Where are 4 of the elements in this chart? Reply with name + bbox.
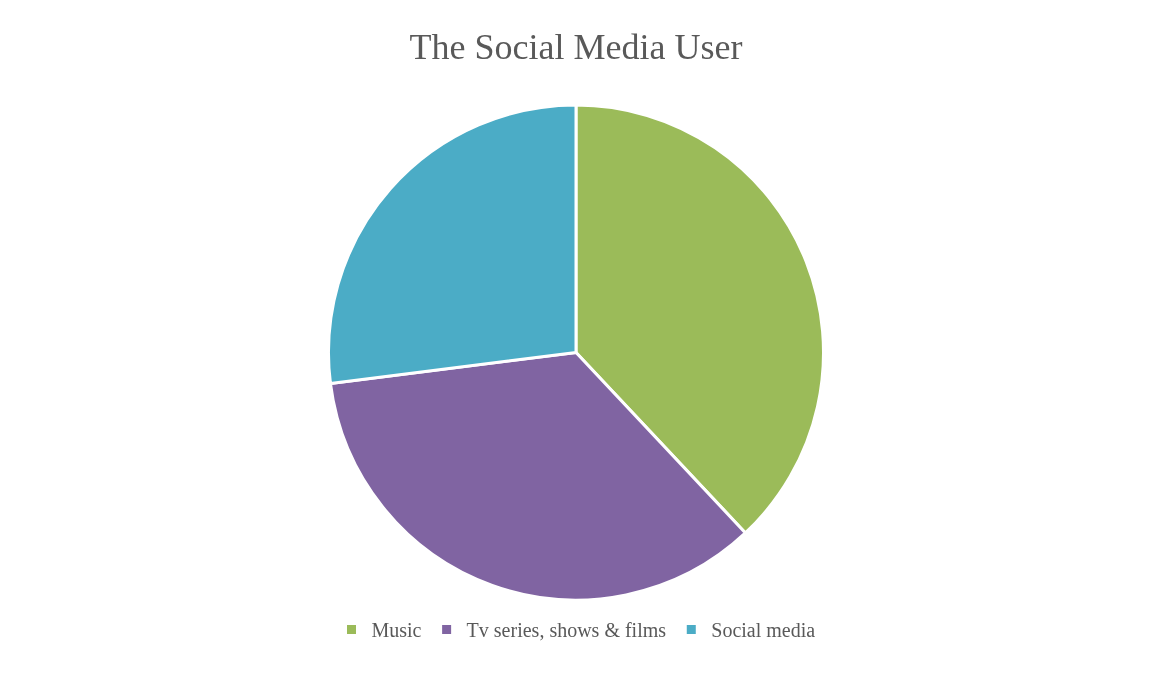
chart-title: The Social Media User xyxy=(409,26,743,67)
legend-label: Social media xyxy=(711,619,816,642)
legend-label: Tv series, shows & films xyxy=(466,619,667,642)
legend-label: Music xyxy=(371,619,422,642)
